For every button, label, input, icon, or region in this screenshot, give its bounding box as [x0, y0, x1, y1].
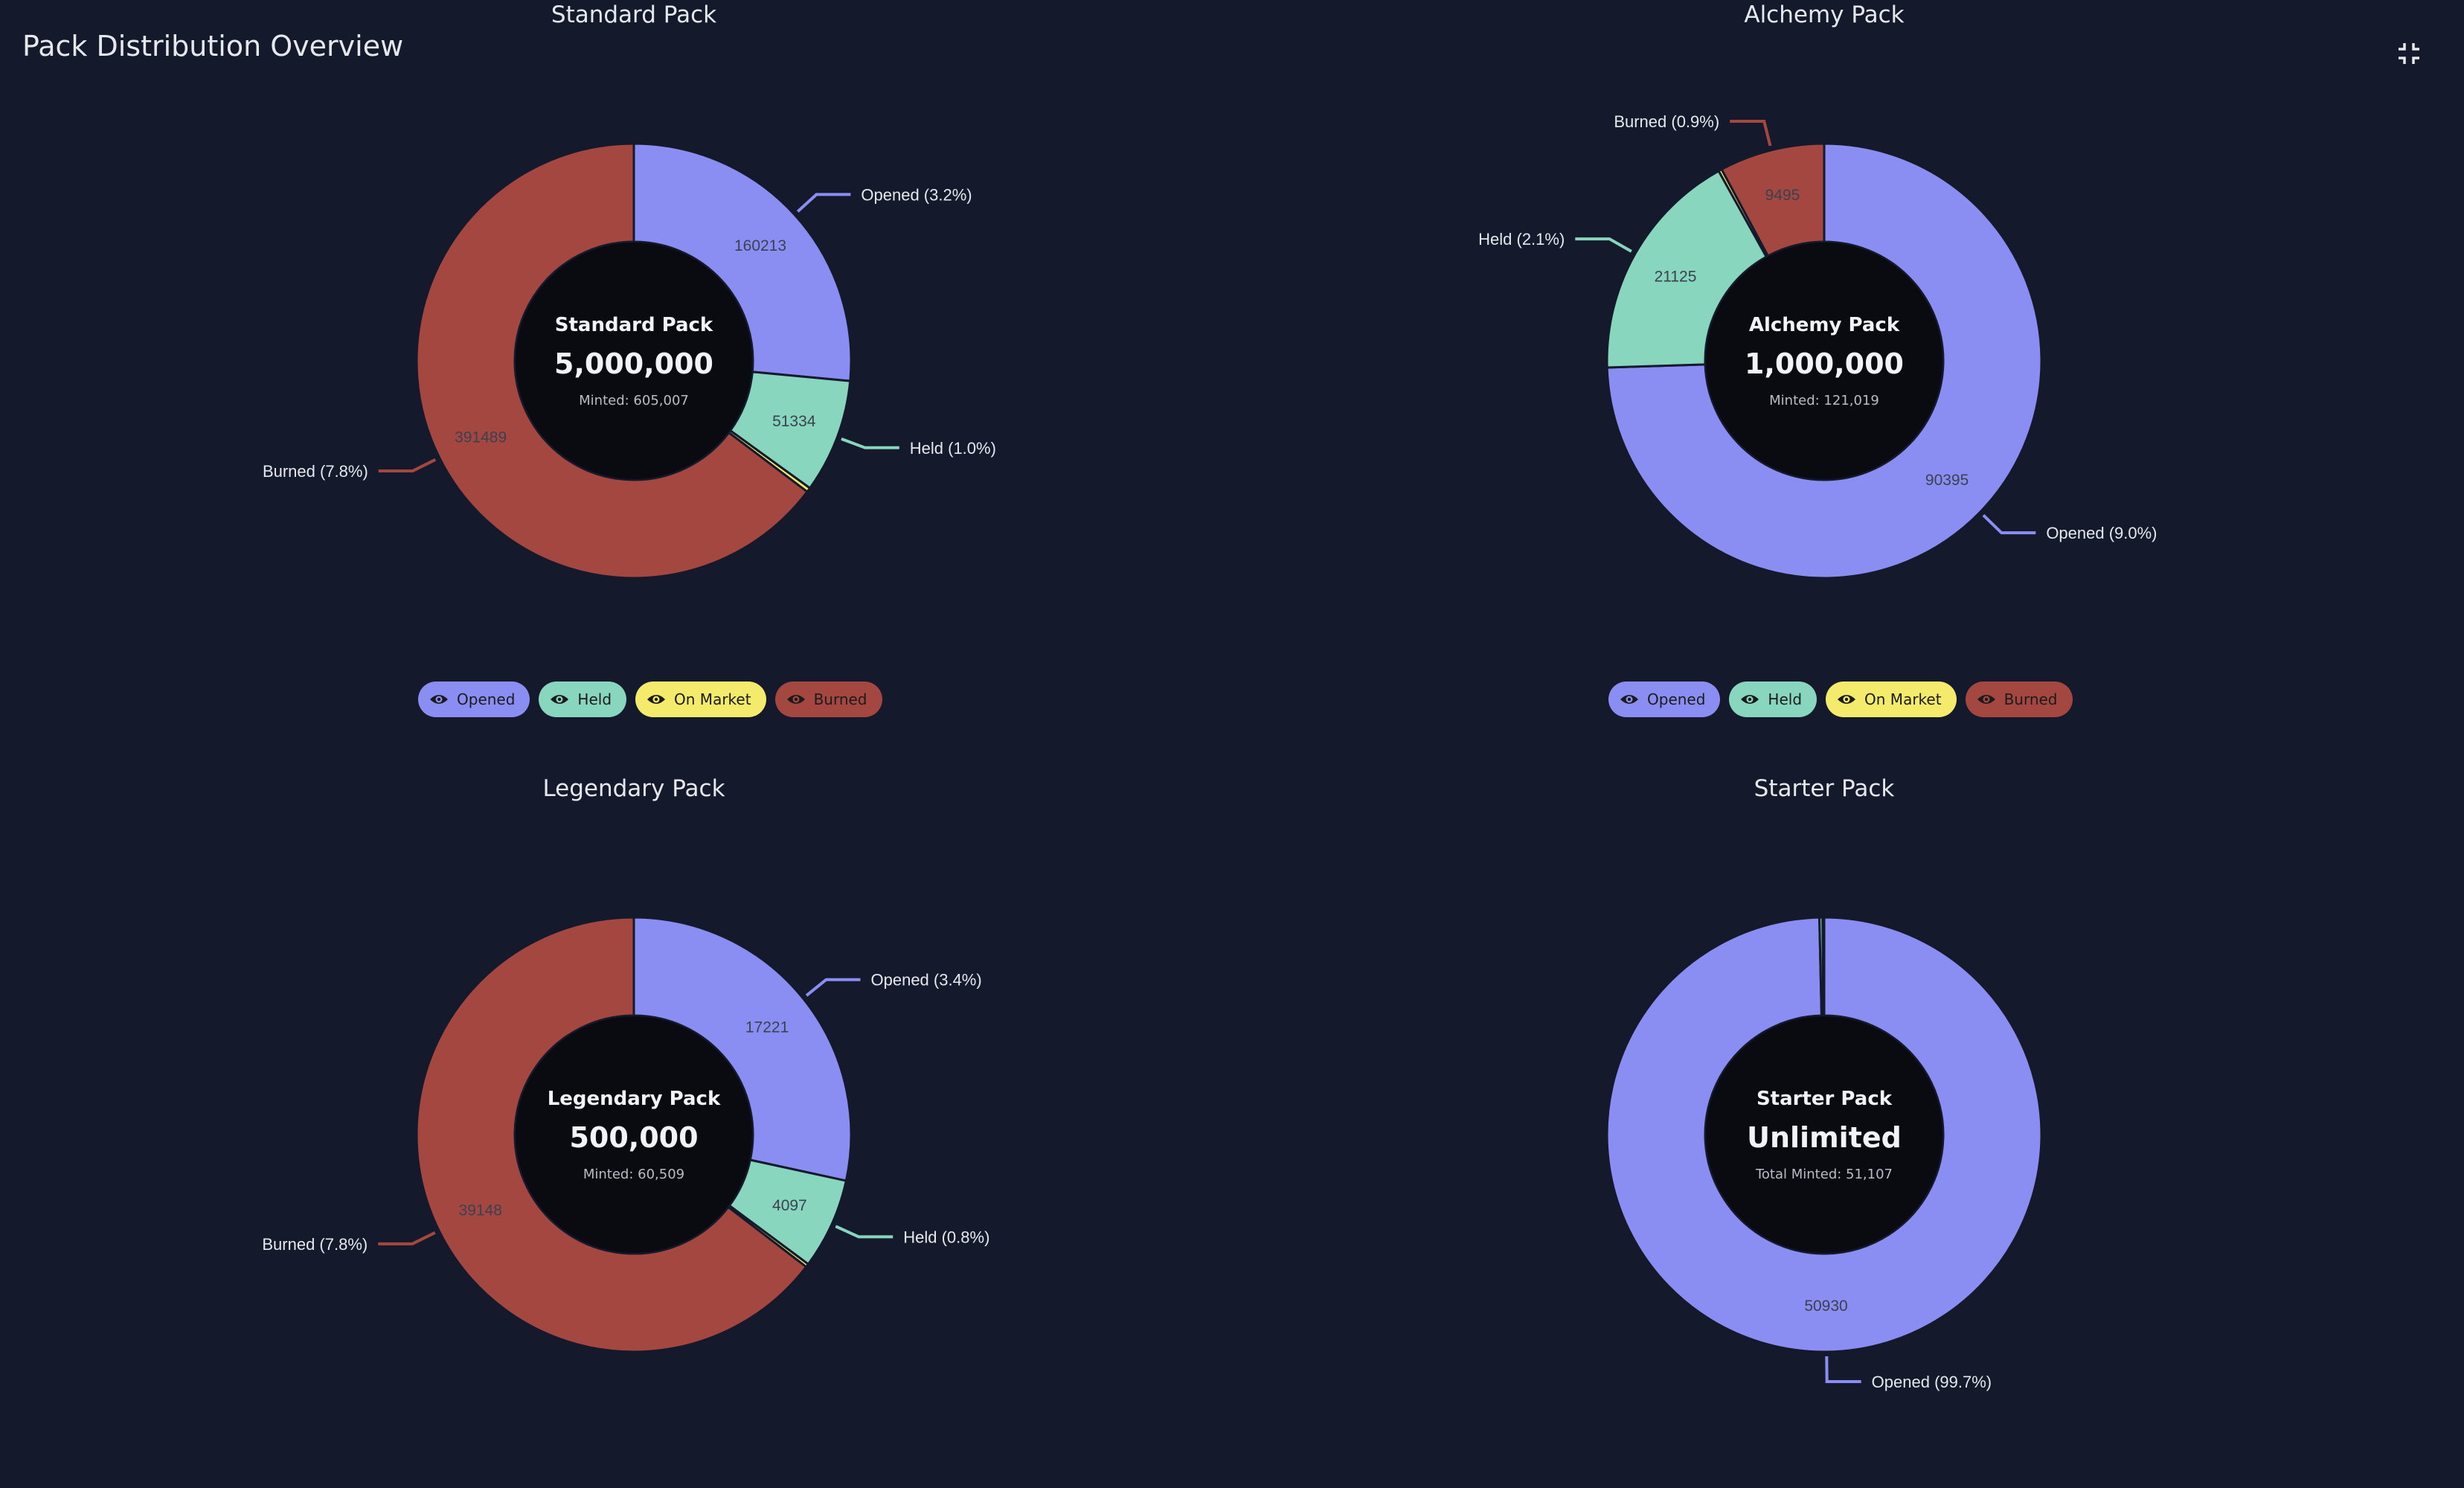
- data-label-held: 21125: [1655, 268, 1697, 285]
- data-label-opened: 50930: [1804, 1298, 1847, 1315]
- page-title: Pack Distribution Overview: [22, 30, 404, 62]
- slice-opened[interactable]: [632, 142, 853, 382]
- leader-line-opened: [796, 193, 851, 213]
- chart-panel-legendary-pack: Legendary Pack 17221 Opened (3.4%) 4097 Held…: [39, 774, 1229, 1488]
- data-label-opened: 17221: [745, 1019, 789, 1036]
- center-value: 5,000,000: [554, 347, 713, 380]
- data-label-burned: 9495: [1765, 187, 1800, 204]
- slice-label-burned: Burned (7.8%): [262, 1235, 368, 1254]
- leader-line-burned: [378, 458, 437, 472]
- leader-line-opened: [1982, 514, 2036, 535]
- center-subtitle: Minted: 121,019: [1769, 393, 1879, 408]
- legend-toggle-opened[interactable]: Opened: [418, 682, 530, 717]
- chart-title: Legendary Pack: [542, 775, 725, 802]
- slice-opened[interactable]: [1605, 916, 2043, 1353]
- legend-toggle-burned[interactable]: Burned: [1965, 682, 2073, 717]
- slice-burned[interactable]: [1822, 916, 1826, 1017]
- center-value: Unlimited: [1747, 1121, 1902, 1154]
- center-disc: [1706, 1016, 1942, 1253]
- data-label-opened: 160213: [734, 237, 786, 254]
- legend-label: Opened: [457, 690, 516, 708]
- leader-line-opened: [805, 978, 861, 997]
- slice-opened[interactable]: [632, 916, 853, 1182]
- legend-label: Burned: [813, 690, 867, 708]
- eye-icon: [647, 695, 666, 704]
- legend-label: Held: [577, 690, 612, 708]
- slice-burned[interactable]: [415, 916, 808, 1353]
- eye-icon: [551, 695, 569, 704]
- slice-burned[interactable]: [415, 142, 809, 580]
- eye-icon: [1977, 695, 1995, 704]
- center-title: Legendary Pack: [548, 1088, 721, 1110]
- data-label-held: 51334: [772, 413, 816, 430]
- center-subtitle: Minted: 605,007: [579, 393, 689, 408]
- center-value: 500,000: [569, 1121, 698, 1154]
- chart-legend: Opened Held On Market Burned: [1608, 682, 2073, 719]
- slice-label-held: Held (2.1%): [1478, 230, 1565, 248]
- eye-icon: [786, 695, 805, 704]
- slice-label-opened: Opened (99.7%): [1872, 1373, 1992, 1391]
- leader-line-held: [1575, 237, 1632, 253]
- leader-line-burned: [378, 1231, 436, 1245]
- data-label-opened: 90395: [1925, 472, 1969, 489]
- leader-line-held: [841, 437, 899, 449]
- legend-toggle-burned[interactable]: Burned: [774, 682, 882, 717]
- center-value: 1,000,000: [1745, 347, 1904, 380]
- slice-label-opened: Opened (3.4%): [871, 971, 982, 990]
- legend-toggle-held[interactable]: Held: [1729, 682, 1817, 717]
- slice-burned[interactable]: [1720, 142, 1826, 257]
- legend-toggle-on-market[interactable]: On Market: [635, 682, 766, 717]
- center-title: Standard Pack: [555, 314, 713, 336]
- eye-icon: [1620, 695, 1638, 704]
- legend-label: On Market: [1864, 690, 1942, 708]
- leader-line-opened: [1825, 1356, 1861, 1383]
- chart-title: Alchemy Pack: [1744, 1, 1904, 28]
- collapse-button[interactable]: [2396, 40, 2422, 67]
- legend-toggle-on-market[interactable]: On Market: [1826, 682, 1957, 717]
- legend-toggle-opened[interactable]: Opened: [1608, 682, 1721, 717]
- slice-label-burned: Burned (0.9%): [1614, 112, 1719, 131]
- leader-line-held: [835, 1225, 893, 1239]
- legend-label: On Market: [674, 690, 751, 708]
- chart-title: Standard Pack: [551, 1, 716, 28]
- slice-label-opened: Opened (9.0%): [2046, 524, 2157, 542]
- legend-toggle-held[interactable]: Held: [539, 682, 627, 717]
- center-disc: [516, 1016, 752, 1253]
- donut-chart: Legendary Pack 17221 Opened (3.4%) 4097 Held…: [262, 775, 989, 1353]
- chart-panel-starter-pack: Starter Pack 50930 Opened (99.7%) Starter P…: [1229, 774, 2419, 1488]
- eye-icon: [1838, 695, 1856, 704]
- slice-label-burned: Burned (7.8%): [263, 462, 368, 481]
- slice-held[interactable]: [1605, 169, 1768, 369]
- donut-chart: Standard Pack 160213 Opened (3.2%) 51334 Hel…: [263, 1, 996, 580]
- legend-label: Burned: [2003, 690, 2058, 708]
- data-label-held: 4097: [772, 1197, 807, 1214]
- center-disc: [516, 243, 752, 479]
- eye-icon: [1741, 695, 1759, 704]
- chart-legend: Opened Held On Market Burned: [418, 682, 882, 719]
- eye-icon: [430, 695, 448, 704]
- center-title: Starter Pack: [1756, 1088, 1893, 1110]
- donut-chart: Alchemy Pack 90395 Opened (9.0%) 21125 Held …: [1478, 1, 2157, 580]
- leader-line-burned: [1730, 119, 1772, 147]
- collapse-icon: [2399, 43, 2419, 64]
- slice-opened[interactable]: [1605, 142, 2043, 580]
- slice-label-opened: Opened (3.2%): [861, 185, 972, 204]
- slice-label-held: Held (1.0%): [910, 439, 996, 458]
- center-subtitle: Minted: 60,509: [583, 1167, 684, 1182]
- legend-label: Held: [1768, 690, 1803, 708]
- donut-chart: Starter Pack 50930 Opened (99.7%) Starter P…: [1605, 775, 2043, 1391]
- center-title: Alchemy Pack: [1749, 314, 1900, 336]
- slice-label-held: Held (0.8%): [903, 1228, 989, 1246]
- center-subtitle: Total Minted: 51,107: [1755, 1167, 1893, 1182]
- chart-panel-alchemy-pack: Alchemy Pack 90395 Opened (9.0%) 21125 Held …: [1229, 0, 2419, 717]
- center-disc: [1706, 243, 1942, 479]
- chart-title: Starter Pack: [1754, 775, 1895, 802]
- chart-panel-standard-pack: Standard Pack 160213 Opened (3.2%) 51334 Hel…: [39, 0, 1229, 717]
- legend-label: Opened: [1647, 690, 1706, 708]
- data-label-burned: 391489: [455, 429, 507, 446]
- data-label-burned: 39148: [459, 1202, 502, 1219]
